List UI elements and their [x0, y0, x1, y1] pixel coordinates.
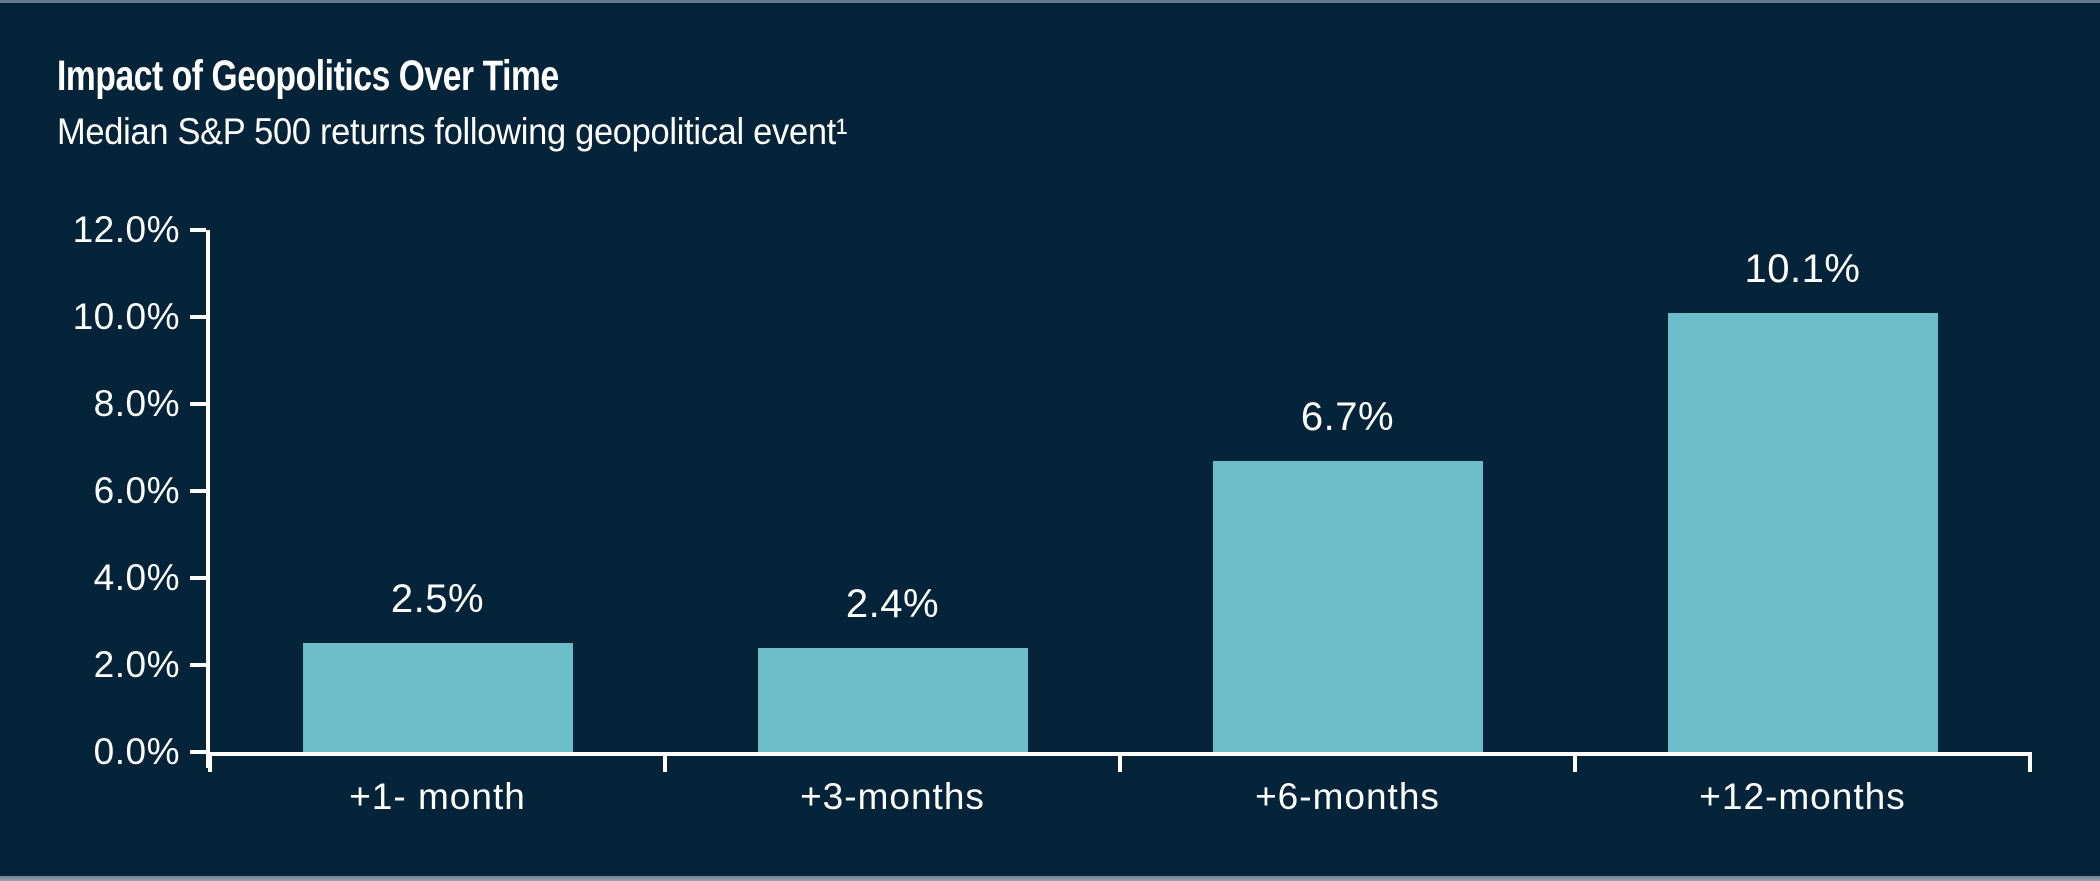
x-axis-category-label: +12-months — [1699, 776, 1906, 817]
y-axis-tick — [190, 489, 206, 493]
x-axis-category-label: +1- month — [349, 776, 526, 817]
bar-value-label: 6.7% — [1300, 394, 1395, 439]
x-axis-category-label: +6-months — [1255, 776, 1440, 817]
chart-subtitle: Median S&P 500 returns following geopoli… — [57, 111, 848, 152]
bar-3 — [1212, 460, 1483, 752]
y-axis-tick-label: 4.0% — [93, 557, 180, 598]
y-axis-tick — [190, 576, 206, 580]
y-axis-tick — [190, 315, 206, 319]
x-axis-tick — [1118, 756, 1122, 772]
y-axis-tick-label: 10.0% — [72, 296, 180, 337]
x-axis-tick — [2028, 756, 2032, 772]
y-axis-tick — [190, 228, 206, 232]
chart-title: Impact of Geopolitics Over Time — [57, 52, 559, 100]
y-axis-tick-label: 2.0% — [93, 644, 180, 685]
x-axis-tick — [663, 756, 667, 772]
y-axis-tick — [190, 750, 206, 754]
x-axis-category-label: +3-months — [800, 776, 985, 817]
y-axis-tick-label: 0.0% — [93, 731, 180, 772]
y-axis-tick — [190, 402, 206, 406]
x-axis-line — [206, 752, 2032, 756]
bar-chart-plot-area: 0.0% 2.0% 4.0% 6.0% 8.0% 10.0% 12.0% 2.5% +1- mo… — [73, 209, 2032, 817]
bar-value-label: 2.5% — [390, 577, 485, 622]
y-axis-tick-label: 6.0% — [93, 470, 180, 511]
bar-value-label: 2.4% — [845, 581, 940, 626]
y-axis-tick-label: 12.0% — [72, 209, 180, 250]
y-axis-tick-label: 8.0% — [93, 383, 180, 424]
bar-4 — [1667, 312, 1938, 752]
x-axis-tick — [1573, 756, 1577, 772]
top-edge-strip — [0, 0, 2100, 3]
bar-2 — [757, 647, 1028, 752]
bottom-edge-strip — [0, 876, 2100, 881]
y-axis-line — [206, 230, 210, 768]
bar-1 — [302, 643, 573, 752]
bar-value-label: 10.1% — [1744, 246, 1861, 291]
y-axis-tick — [190, 663, 206, 667]
x-axis-tick — [208, 756, 212, 772]
